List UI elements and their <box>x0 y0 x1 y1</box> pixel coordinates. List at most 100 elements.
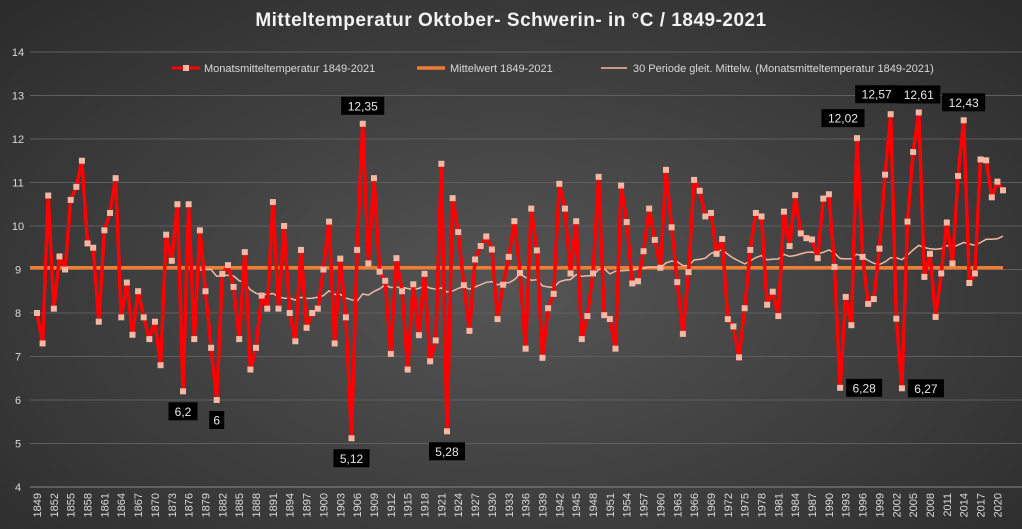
data-point-1858 <box>84 240 91 247</box>
data-label-box <box>341 96 385 115</box>
data-point-1853 <box>56 253 63 260</box>
data-point-1955 <box>629 280 636 287</box>
x-tick-label: 1960 <box>655 493 667 517</box>
data-label-box <box>168 402 198 421</box>
x-tick-label: 1903 <box>335 493 347 517</box>
data-point-1869 <box>146 336 153 343</box>
data-point-1898 <box>309 310 316 316</box>
data-point-1944 <box>567 270 574 277</box>
data-point-1985 <box>797 230 804 237</box>
data-point-1909 <box>370 175 377 182</box>
data-point-1992 <box>837 384 844 391</box>
x-tick-label: 1933 <box>504 493 516 517</box>
x-tick-label: 1987 <box>807 493 819 517</box>
data-label: 6 <box>213 414 220 428</box>
data-point-1851 <box>45 192 52 199</box>
y-tick-label: 9 <box>15 265 21 277</box>
data-point-1880 <box>208 344 215 351</box>
data-point-1939 <box>539 354 546 361</box>
data-point-1863 <box>112 175 119 182</box>
x-tick-label: 1957 <box>639 493 651 517</box>
data-point-1982 <box>780 208 787 215</box>
x-tick-label: 1945 <box>571 493 583 517</box>
data-point-1911 <box>382 277 389 284</box>
data-point-1855 <box>67 196 74 203</box>
data-point-1972 <box>724 316 731 323</box>
data-point-1918 <box>421 270 428 277</box>
data-point-1929 <box>483 233 490 240</box>
x-tick-label: 1867 <box>133 493 145 517</box>
data-point-1978 <box>758 213 765 220</box>
data-point-1921 <box>438 160 445 167</box>
x-tick-label: 1882 <box>217 493 229 517</box>
data-point-1935 <box>517 269 523 276</box>
x-tick-label: 2020 <box>992 493 1004 517</box>
y-tick-label: 12 <box>12 134 24 146</box>
data-label: 12,57 <box>862 88 892 102</box>
data-point-1859 <box>90 244 97 251</box>
data-point-1969 <box>707 209 714 216</box>
data-point-1957 <box>640 248 647 255</box>
y-tick-label: 14 <box>12 47 24 59</box>
data-point-1952 <box>612 345 619 352</box>
data-point-1948 <box>590 270 597 277</box>
data-point-1894 <box>286 310 293 316</box>
data-label: 12,02 <box>828 112 858 126</box>
x-tick-label: 1939 <box>537 493 549 517</box>
data-point-1852 <box>50 305 57 312</box>
data-point-1873 <box>168 257 175 264</box>
data-point-1996 <box>859 253 866 260</box>
x-tick-label: 1948 <box>588 493 600 517</box>
x-tick-label: 1909 <box>369 493 381 517</box>
data-point-1925 <box>460 282 467 289</box>
data-point-2016 <box>971 270 978 277</box>
data-label-box <box>846 378 883 397</box>
data-point-1871 <box>157 362 164 369</box>
x-tick-label: 1885 <box>234 493 246 517</box>
x-tick-label: 1858 <box>83 493 95 517</box>
data-point-1975 <box>741 305 748 312</box>
data-point-1963 <box>674 279 681 286</box>
y-tick-label: 5 <box>15 439 21 451</box>
data-point-1986 <box>803 235 810 242</box>
data-point-1947 <box>584 313 591 320</box>
data-point-1940 <box>545 305 552 312</box>
data-point-1906 <box>354 246 361 253</box>
data-point-2015 <box>966 279 973 286</box>
data-point-2019 <box>988 194 995 201</box>
data-point-1887 <box>247 366 254 373</box>
data-label: 12,61 <box>904 88 934 102</box>
data-label: 5,12 <box>340 452 364 466</box>
x-tick-label: 1966 <box>689 493 701 517</box>
data-point-1864 <box>118 314 125 321</box>
x-tick-label: 1852 <box>49 493 61 517</box>
data-point-1928 <box>477 243 484 250</box>
x-tick-label: 1921 <box>436 493 448 517</box>
data-point-1977 <box>752 209 759 216</box>
data-point-1980 <box>769 288 776 295</box>
x-tick-label: 1849 <box>32 493 44 517</box>
data-point-1908 <box>365 260 372 267</box>
data-point-1967 <box>696 187 703 194</box>
data-point-1875 <box>180 388 187 395</box>
data-label: 6,28 <box>852 381 876 395</box>
x-tick-label: 1993 <box>841 493 853 517</box>
y-tick-label: 13 <box>12 91 24 103</box>
data-point-2018 <box>983 157 990 164</box>
x-tick-label: 1879 <box>200 493 212 517</box>
data-point-1901 <box>326 218 333 225</box>
data-point-1941 <box>550 290 557 297</box>
data-point-1882 <box>219 270 226 277</box>
x-tick-label: 2005 <box>908 493 920 517</box>
data-point-1994 <box>848 322 855 329</box>
x-tick-label: 1954 <box>622 493 634 517</box>
data-label: 12,35 <box>348 99 378 113</box>
data-point-1997 <box>865 300 872 307</box>
data-point-1990 <box>825 191 832 198</box>
data-point-2011 <box>943 219 950 226</box>
data-point-1890 <box>264 305 271 312</box>
x-tick-label: 1930 <box>487 493 499 517</box>
x-tick-label: 1888 <box>251 493 263 517</box>
x-tick-label: 2017 <box>976 493 988 517</box>
